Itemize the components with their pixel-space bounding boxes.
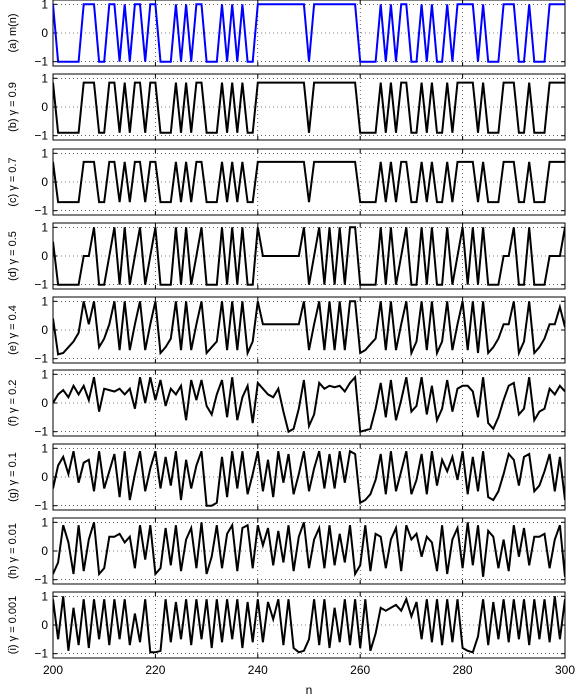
panel-5: −1 0 1 (f) γ = 0.2	[7, 367, 566, 439]
y-tick-label: 1	[41, 294, 48, 308]
y-tick-label: 0	[41, 100, 48, 114]
panel-1: −1 0 1 (b) γ = 0.9	[7, 71, 566, 143]
y-tick-label: −1	[34, 499, 48, 513]
y-tick-label: 0	[41, 26, 48, 40]
y-tick-label: −1	[34, 425, 48, 439]
series-line	[53, 374, 565, 434]
panel-label: (c) γ = 0.7	[7, 157, 19, 206]
y-tick-label: −1	[34, 278, 48, 292]
y-tick-label: 1	[41, 0, 48, 11]
x-axis-tick-labels: 200 220 240 260 280 300	[43, 663, 575, 677]
panel-label: (d) γ = 0.5	[7, 231, 19, 281]
y-tick-label: 1	[41, 220, 48, 234]
x-tick-label: 260	[350, 663, 370, 677]
series-line	[53, 300, 565, 357]
y-tick-label: 0	[41, 323, 48, 337]
x-tick-label: 240	[248, 663, 268, 677]
y-tick-label: 1	[41, 71, 48, 85]
x-tick-label: 200	[43, 663, 63, 677]
y-tick-label: 1	[41, 589, 48, 603]
series-line	[53, 3, 565, 63]
y-tick-label: −1	[34, 573, 48, 587]
panel-2: −1 0 1 (c) γ = 0.7	[7, 146, 566, 218]
panel-label: (e) γ = 0.4	[7, 305, 19, 355]
series-line	[53, 81, 565, 134]
y-tick-label: 0	[41, 618, 48, 632]
panel-label: (i) γ = 0.001	[7, 596, 19, 654]
series-line	[53, 596, 565, 654]
panel-label: (a) m(n)	[7, 13, 19, 52]
x-tick-label: 280	[453, 663, 473, 677]
y-tick-label: 1	[41, 441, 48, 455]
y-tick-label: 0	[41, 249, 48, 263]
y-tick-label: −1	[34, 129, 48, 143]
series-line	[53, 160, 565, 204]
x-axis-label: n	[306, 683, 313, 697]
y-tick-label: −1	[34, 204, 48, 218]
x-tick-label: 300	[555, 663, 575, 677]
y-tick-label: −1	[34, 55, 48, 69]
y-tick-label: 0	[41, 396, 48, 410]
y-tick-label: 1	[41, 367, 48, 381]
series-line	[53, 226, 565, 286]
y-tick-label: 1	[41, 146, 48, 160]
panel-8: −1 0 1 (i) γ = 0.001	[7, 589, 566, 661]
panel-label: (g) γ = 0.1	[7, 452, 19, 502]
y-tick-label: 1	[41, 515, 48, 529]
panel-6: −1 0 1 (g) γ = 0.1	[7, 441, 566, 513]
panel-3: −1 0 1 (d) γ = 0.5	[7, 220, 566, 292]
chart-panels: −1 0 1 (a) m(n) −1 0 1 (b) γ = 0.9 −1 0 1 (c) γ = 0…	[7, 0, 566, 661]
y-tick-label: 0	[41, 175, 48, 189]
panel-7: −1 0 1 (h) γ = 0.01	[7, 515, 566, 587]
series-line	[53, 521, 565, 578]
panel-label: (h) γ = 0.01	[7, 523, 19, 579]
x-tick-label: 220	[145, 663, 165, 677]
panel-0: −1 0 1 (a) m(n)	[7, 0, 566, 69]
y-tick-label: 0	[41, 470, 48, 484]
series-line	[53, 449, 565, 507]
panel-label: (f) γ = 0.2	[7, 380, 19, 427]
y-tick-label: −1	[34, 647, 48, 661]
panel-label: (b) γ = 0.9	[7, 82, 19, 132]
y-tick-label: −1	[34, 352, 48, 366]
panel-4: −1 0 1 (e) γ = 0.4	[7, 294, 566, 366]
y-tick-label: 0	[41, 544, 48, 558]
